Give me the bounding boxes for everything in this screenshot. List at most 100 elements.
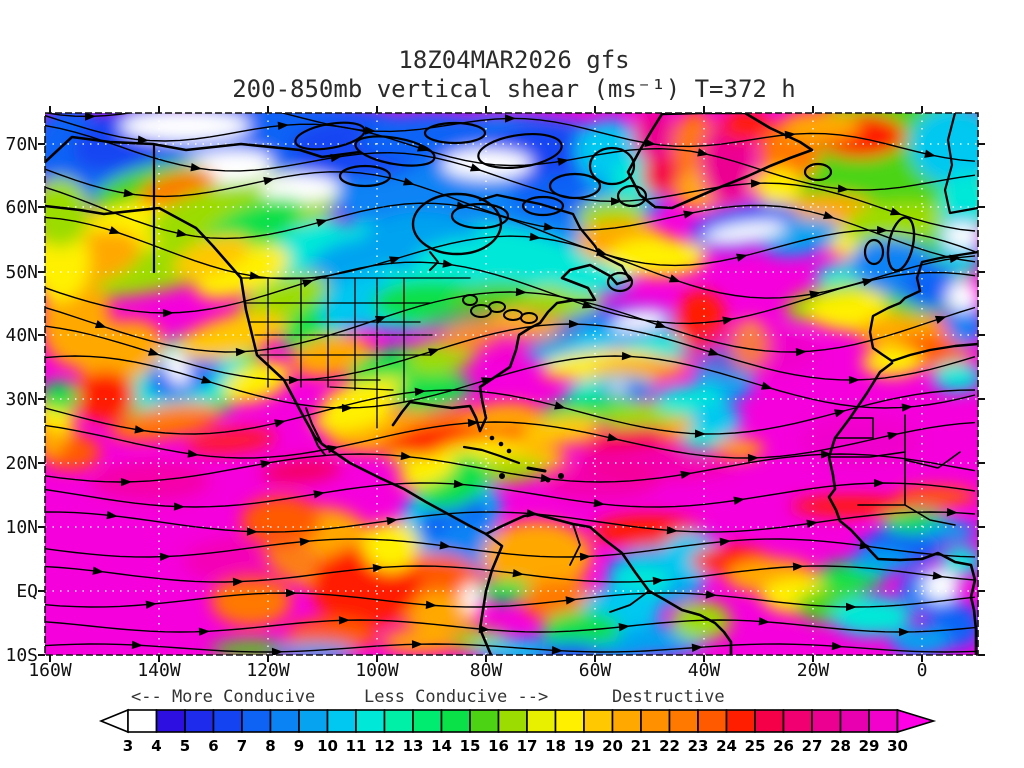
colorbar-cell <box>554 709 585 733</box>
colorbar-cell <box>697 709 728 733</box>
streamline-arrowhead <box>137 135 149 144</box>
streamline-arrowhead <box>515 287 527 297</box>
streamline <box>45 261 976 325</box>
island-dot <box>506 448 512 454</box>
streamline-arrowhead <box>837 184 849 193</box>
colorbar-tick-label: 15 <box>460 737 481 755</box>
streamline-arrowhead <box>934 315 947 324</box>
colorbar-tick-label: 6 <box>208 737 218 755</box>
streamline <box>45 168 976 263</box>
streamline-arrowhead <box>565 596 577 605</box>
streamline <box>45 482 976 508</box>
field-blob <box>607 237 707 277</box>
field-blob <box>580 441 740 481</box>
streamline-arrowhead <box>747 453 759 463</box>
streamline-arrowhead <box>176 228 188 238</box>
streamline-arrowhead <box>831 641 843 651</box>
coastline-path <box>828 414 961 526</box>
lon-tick-label: 80W <box>470 660 503 681</box>
lat-tick-label: 60N <box>5 197 38 218</box>
streamline-arrowhead <box>200 375 213 384</box>
streamline <box>45 565 976 583</box>
streamline-arrowhead <box>425 600 437 610</box>
field-blob <box>401 592 481 632</box>
streamline-arrowhead <box>327 444 339 454</box>
streamline-arrowhead <box>338 616 350 625</box>
colorbar-cell <box>754 709 785 733</box>
colorbar-tick-label: 29 <box>859 737 880 755</box>
field-blob <box>120 113 250 142</box>
streamline-arrowhead <box>822 211 835 220</box>
colorbar-tick-label: 28 <box>830 737 851 755</box>
streamline-arrowhead <box>414 387 426 397</box>
scale-label-more-conducive: <-- More Conducive <box>131 687 315 707</box>
field-blob <box>923 571 959 601</box>
streamline-arrowhead <box>668 274 681 283</box>
lon-tick-label: 120W <box>246 660 290 681</box>
streamline-arrowhead <box>784 130 796 140</box>
colorbar-tick-label: 27 <box>802 737 823 755</box>
lat-tick-label: 40N <box>5 325 38 346</box>
chart-subtitle: 200-850mb vertical shear (ms⁻¹) T=372 h <box>232 75 796 103</box>
colorbar-tick-label: 26 <box>773 737 794 755</box>
island-outline <box>450 202 510 230</box>
streamline <box>45 291 976 353</box>
map-frame-layer <box>38 106 985 662</box>
field-blob <box>183 536 323 586</box>
coastline-path <box>569 523 650 613</box>
colorbar-cell <box>212 709 243 733</box>
streamline <box>45 453 976 483</box>
colorbar-tick-label: 19 <box>574 737 595 755</box>
colorbar-cell <box>782 709 813 733</box>
streamline-arrowhead <box>946 508 958 517</box>
lon-tick-label: 100W <box>355 660 399 681</box>
streamline-arrowhead <box>806 519 818 529</box>
streamline-arrowhead <box>372 563 384 573</box>
colorbar: 3 4 5 6 7 8 9 10 11 12 13 14 15 16 17 18 19 20 21 22 23 24 25 2… <box>98 708 937 755</box>
streamline-arrowhead <box>504 114 516 123</box>
streamline-arrowhead <box>750 179 762 188</box>
field-blob <box>791 496 911 516</box>
field-blob <box>720 113 770 141</box>
colorbar-cell <box>383 709 414 733</box>
colorbar-cell <box>668 709 699 733</box>
streamline-arrowhead <box>554 401 566 410</box>
colorbar-tick-label: 16 <box>488 737 509 755</box>
colorbar-cell <box>611 709 642 733</box>
colorbar-cell <box>526 709 557 733</box>
streamline <box>45 421 976 459</box>
coastline-path <box>45 135 362 164</box>
streamline-arrowhead <box>652 576 664 586</box>
coastline-path <box>484 512 733 655</box>
lat-tick-label: 70N <box>5 134 38 155</box>
colorbar-tick-label: 20 <box>602 737 623 755</box>
chart-title: 18Z04MAR2026 gfs <box>398 46 629 74</box>
field-blob <box>520 415 600 447</box>
streamline-arrowhead <box>285 588 297 598</box>
field-blob <box>186 428 276 454</box>
streamline-arrowhead <box>719 537 731 547</box>
colorbar-tick-label: 9 <box>294 737 304 755</box>
colorbar-tick-label: 25 <box>745 737 766 755</box>
streamline-arrowhead <box>288 375 300 385</box>
streamline-arrowhead <box>235 347 247 357</box>
field-blob <box>241 496 321 546</box>
streamline-arrowhead <box>691 643 703 653</box>
streamline-arrowhead <box>901 403 913 412</box>
field-blob <box>896 486 976 506</box>
streamline-arrowhead <box>106 510 118 520</box>
colorbar-cell <box>497 709 528 733</box>
island-outline <box>606 271 634 293</box>
field-blob <box>941 546 978 576</box>
colorbar-cell <box>725 709 756 733</box>
streamline-arrowhead <box>593 498 605 508</box>
field-blob <box>926 521 976 541</box>
colorbar-tick-label: 18 <box>545 737 566 755</box>
colorbar-cell <box>868 709 899 733</box>
streamline-arrowhead <box>610 197 622 206</box>
streamline-arrowhead <box>697 148 709 157</box>
streamline-arrowhead <box>232 577 244 587</box>
island-outline <box>477 133 563 169</box>
streamline-arrowhead <box>94 320 107 329</box>
streamline-arrowhead <box>568 319 580 329</box>
